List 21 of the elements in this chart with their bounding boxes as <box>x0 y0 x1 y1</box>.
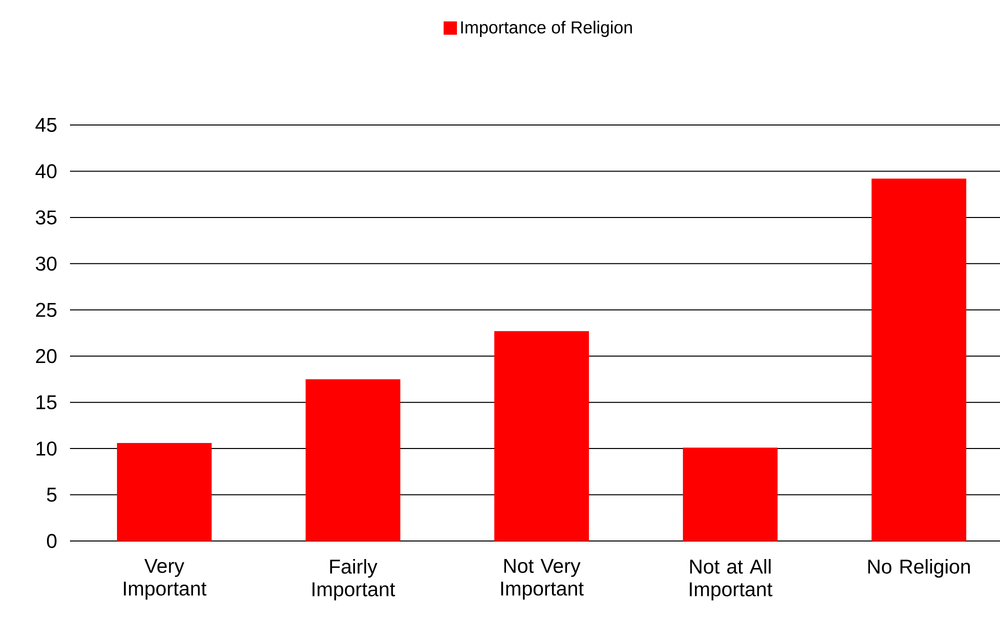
y-tick-label: 40 <box>36 164 57 178</box>
x-tick-label: Not Very Important <box>501 559 584 600</box>
bar <box>872 178 966 541</box>
y-tick-label: 0 <box>46 534 57 548</box>
y-tick-label: 30 <box>36 256 57 271</box>
x-tick-label: Very Important <box>124 559 206 600</box>
legend-label: Importance of Religion <box>461 20 632 37</box>
bar <box>306 379 400 541</box>
y-tick-label: 5 <box>46 488 56 502</box>
y-tick-label: 15 <box>36 395 56 410</box>
x-tick-label: No Religion <box>868 559 970 578</box>
bar <box>116 443 212 541</box>
x-tick-label: Not at All Important <box>690 559 772 600</box>
y-tick-label: 25 <box>36 302 56 317</box>
y-tick-label: 45 <box>36 118 56 132</box>
y-tick-label: 20 <box>36 349 57 364</box>
y-tick-label: 35 <box>36 210 56 225</box>
bar <box>682 448 778 541</box>
bar <box>494 331 589 541</box>
y-tick-label: 10 <box>36 441 57 456</box>
x-tick-label: Fairly Important <box>312 559 396 600</box>
